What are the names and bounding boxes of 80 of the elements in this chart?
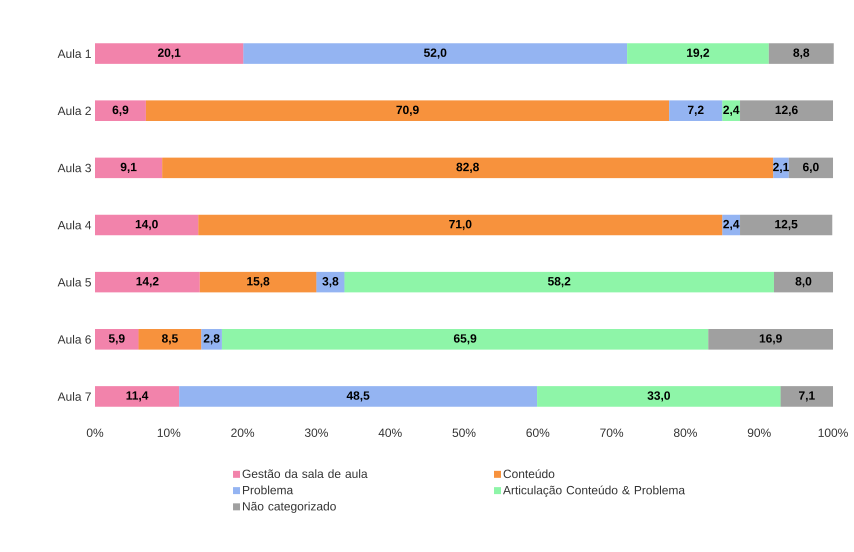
legend-label: Não categorizado [242, 502, 336, 513]
data-label: 70,9 [396, 106, 419, 116]
bar [537, 386, 781, 407]
legend-label: Articulação Conteúdo & Problema [503, 485, 686, 497]
bar [344, 272, 774, 292]
data-label: 19,2 [687, 48, 710, 59]
data-label: 9,1 [120, 162, 137, 173]
bar [788, 158, 834, 178]
bar [774, 272, 834, 292]
bar [95, 214, 198, 236]
x-tick-label: 20% [231, 428, 254, 437]
data-label: 12,5 [775, 220, 798, 230]
data-label: 71,0 [449, 220, 472, 230]
x-tick-label: 30% [304, 428, 328, 437]
bar [627, 43, 769, 64]
data-label: 2,4 [723, 106, 740, 116]
y-tick-label: Aula 3 [58, 163, 91, 172]
bar [669, 100, 722, 122]
data-label: 3,8 [322, 277, 338, 288]
data-label: 58,2 [548, 277, 570, 288]
data-label: 14,2 [136, 277, 159, 288]
data-label: 15,8 [247, 277, 270, 288]
x-tick-label: 80% [674, 428, 697, 437]
data-label: 7,1 [799, 391, 815, 402]
data-label: 48,5 [346, 391, 370, 402]
bar [179, 386, 538, 407]
data-label: 6,9 [112, 106, 128, 116]
data-label: 33,0 [647, 391, 670, 402]
x-tick-label: 40% [378, 428, 402, 437]
bar [95, 100, 146, 122]
bar [95, 43, 244, 64]
x-tick-label: 90% [748, 428, 771, 437]
x-tick-label: 0% [86, 428, 104, 437]
y-tick-label: Aula 5 [58, 278, 91, 287]
data-label: 20,1 [158, 48, 180, 59]
x-tick-label: 50% [452, 428, 476, 437]
legend-label: Conteúdo [504, 469, 554, 478]
y-tick-label: Aula 4 [58, 220, 92, 230]
data-label: 8,0 [796, 277, 812, 288]
x-tick-label: 70% [600, 428, 624, 437]
data-label: 11,4 [126, 391, 148, 402]
data-label: 82,8 [456, 162, 479, 173]
data-label: 2,1 [773, 162, 789, 173]
data-label: 8,8 [793, 48, 810, 59]
data-label: 6,0 [802, 162, 819, 173]
data-label: 16,9 [760, 334, 782, 344]
legend-label: Problema [242, 486, 294, 494]
data-label: 52,0 [424, 48, 446, 59]
data-label: 65,9 [454, 334, 476, 344]
bar [138, 329, 202, 350]
data-label: 2,4 [723, 220, 740, 230]
x-tick-label: 10% [158, 428, 180, 437]
data-label: 12,6 [776, 106, 798, 116]
bar [95, 272, 200, 292]
bar [780, 386, 834, 407]
data-label: 2,8 [204, 334, 220, 344]
y-tick-label: Aula 1 [58, 49, 91, 58]
bar [740, 214, 832, 236]
x-tick-label: 100% [818, 428, 848, 437]
bar [95, 329, 139, 350]
data-label: 5,9 [108, 334, 125, 344]
data-label: 8,5 [162, 334, 178, 344]
bar [198, 214, 722, 236]
y-tick-label: Aula 6 [58, 334, 91, 344]
bar [740, 100, 834, 122]
y-tick-label: Aula 2 [58, 106, 91, 116]
legend-label: Gestão da sala de aula [242, 469, 368, 478]
data-label: 14,0 [136, 220, 158, 230]
bar [95, 158, 162, 178]
bar [162, 158, 774, 178]
bar [708, 329, 834, 350]
bar [95, 386, 180, 407]
bar [146, 100, 670, 122]
bar [243, 43, 628, 64]
x-tick-label: 60% [526, 428, 550, 437]
y-tick-label: Aula 7 [58, 392, 91, 401]
bar [222, 329, 708, 350]
bar [200, 272, 316, 292]
data-label: 7,2 [688, 106, 704, 116]
bar [768, 43, 834, 64]
